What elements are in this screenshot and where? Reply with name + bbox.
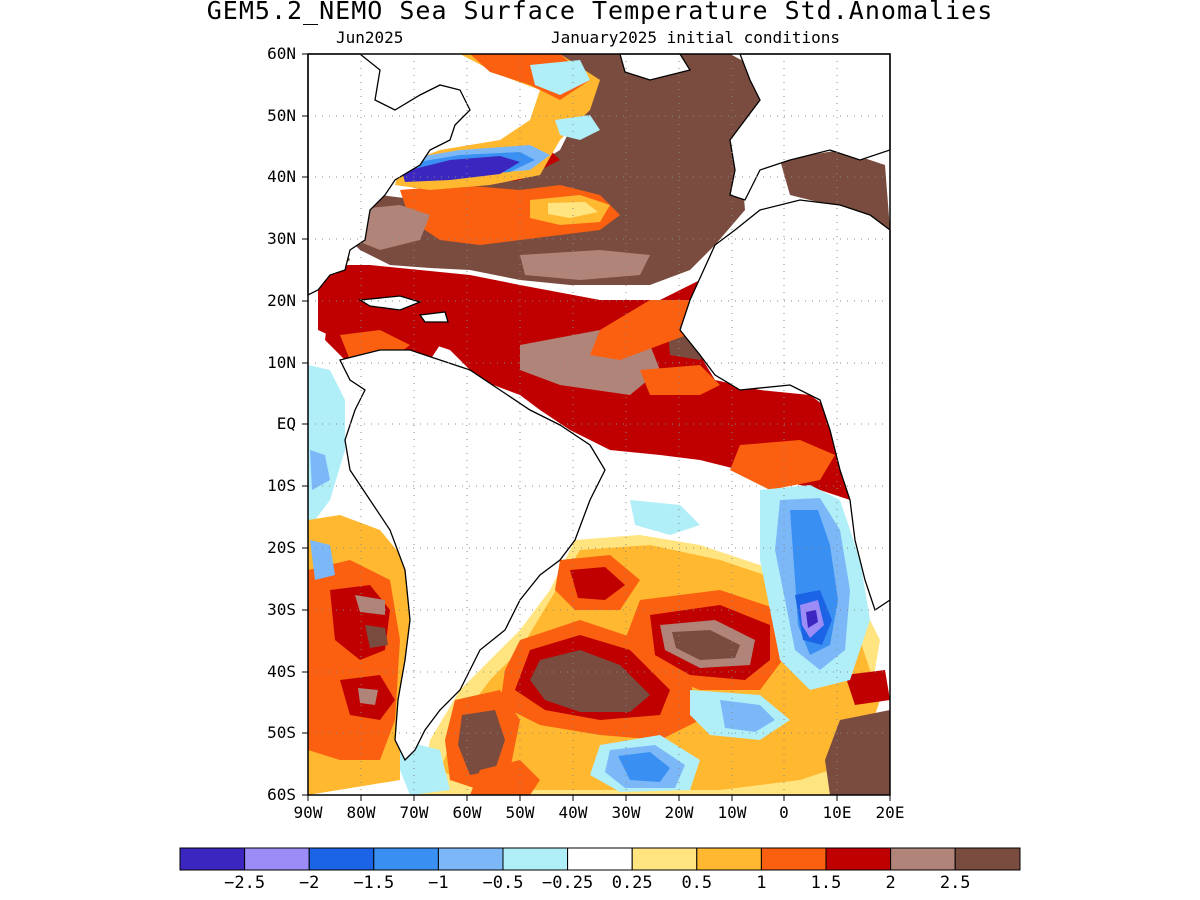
lon-label: 80W	[346, 803, 376, 822]
forecast-month: Jun2025	[336, 28, 404, 47]
north-america-land	[307, 53, 471, 297]
colorbar-label: 2.5	[939, 873, 971, 893]
lat-label: 30S	[267, 600, 296, 619]
south-america-land	[339, 349, 606, 762]
colorbar-swatch	[244, 847, 310, 871]
colorbar	[179, 847, 1021, 871]
anomaly-field	[308, 54, 890, 795]
colorbar-swatch	[631, 847, 698, 871]
colorbar-label: 1	[756, 873, 767, 893]
colorbar-label: −1.5	[353, 873, 395, 893]
colorbar-label: 1.5	[810, 873, 842, 893]
colorbar-swatch	[760, 847, 827, 871]
anomaly-region-south-atlantic-warm	[530, 650, 650, 712]
colorbar-swatch	[825, 847, 892, 871]
africa-land	[679, 199, 891, 612]
lat-label: 30N	[267, 229, 296, 248]
colorbar-label: 0.25	[611, 873, 653, 893]
landmass-layer	[307, 53, 891, 762]
lon-label: 0	[779, 803, 789, 822]
map-title: GEM5.2_NEMO Sea Surface Temperature Std.…	[206, 0, 994, 25]
lon-label: 50W	[505, 803, 535, 822]
colorbar-swatch	[437, 847, 504, 871]
colorbar-swatch	[179, 847, 246, 871]
colorbar-swatch	[890, 847, 956, 871]
colorbar-swatch	[567, 847, 633, 871]
lat-label: 40N	[267, 167, 296, 186]
colorbar-swatch	[502, 847, 569, 871]
lat-label: 50N	[267, 106, 296, 125]
colorbar-label: −2	[298, 873, 320, 893]
lon-label: 40W	[558, 803, 588, 822]
axis-ticks	[302, 53, 891, 801]
colorbar-label: −2.5	[224, 873, 266, 893]
lat-label: 20S	[267, 538, 296, 557]
lon-label: 20E	[875, 803, 905, 822]
europe-land	[729, 53, 891, 201]
lon-label: 30W	[611, 803, 641, 822]
initial-conditions-label: January2025 initial conditions	[551, 28, 840, 47]
lat-label: EQ	[276, 414, 296, 433]
lat-label: 50S	[267, 723, 296, 742]
lat-label: 40S	[267, 662, 296, 681]
lat-label: 20N	[267, 291, 296, 310]
colorbar-swatch	[696, 847, 762, 871]
lon-label: 90W	[293, 803, 323, 822]
colorbar-label: 0.5	[681, 873, 713, 893]
lat-label: 10S	[267, 476, 296, 495]
colorbar-label: −0.5	[482, 873, 524, 893]
lon-label: 20W	[664, 803, 694, 822]
lon-label: 10E	[822, 803, 852, 822]
lat-label: 60N	[267, 44, 296, 63]
colorbar-label: −1	[428, 873, 449, 893]
lon-label: 60W	[452, 803, 482, 822]
colorbar-swatch	[373, 847, 439, 871]
lat-label: 60S	[267, 785, 296, 804]
colorbar-label: −0.25	[542, 873, 594, 893]
colorbar-swatch	[308, 847, 375, 871]
anomaly-region-gulf-of-maine-min	[402, 156, 520, 182]
lat-label: 10N	[267, 353, 296, 372]
lon-label: 10W	[717, 803, 747, 822]
colorbar-swatch	[954, 847, 1021, 871]
colorbar-label: 2	[885, 873, 896, 893]
lon-label: 70W	[399, 803, 429, 822]
